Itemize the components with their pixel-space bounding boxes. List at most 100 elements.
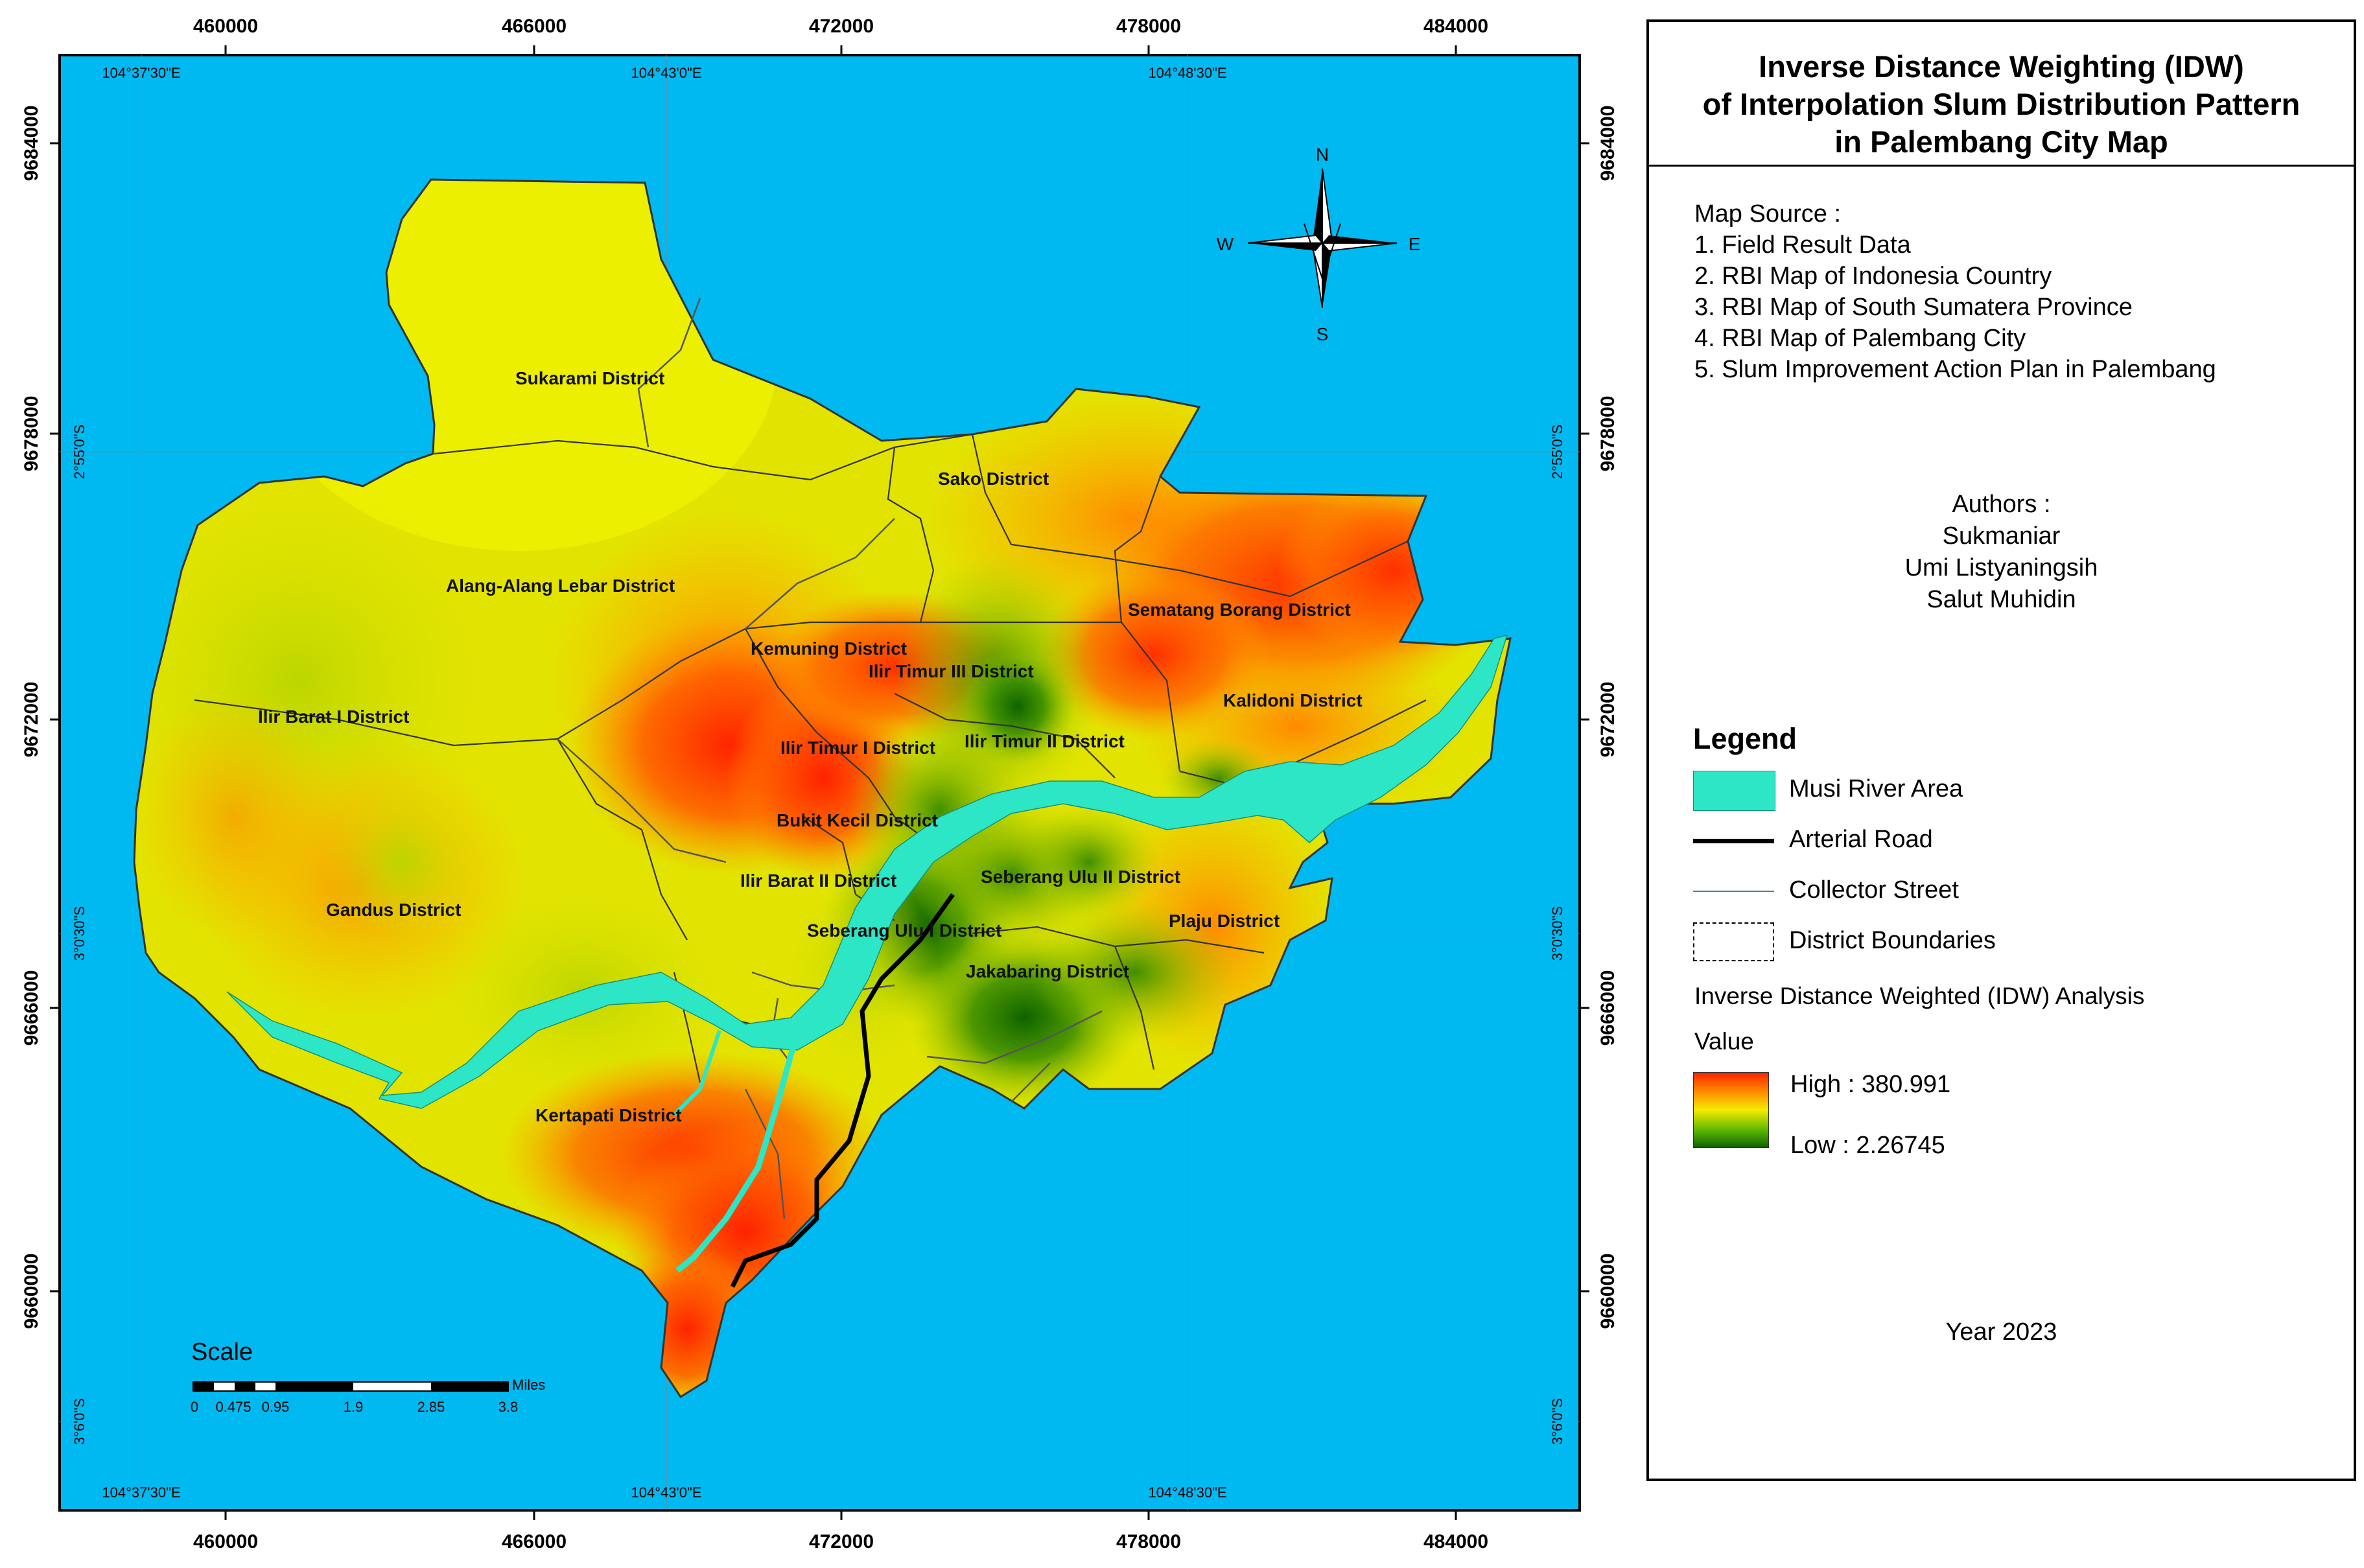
top-coord: 484000 [1423, 16, 1488, 37]
source-item: 3. RBI Map of South Sumatera Province [1694, 294, 2133, 321]
bottom-coord: 460000 [193, 1531, 258, 1552]
top-coord: 472000 [809, 16, 874, 37]
right-coord: 9660000 [1597, 1254, 1619, 1329]
district-boundary-box-icon [1693, 922, 1774, 961]
district-label: Gandus District [326, 900, 461, 920]
right-coord: 9666000 [1597, 970, 1619, 1046]
compass-n: N [1316, 145, 1329, 165]
scale-bar [193, 1381, 509, 1392]
inner-lon-label: 104°43'0"E [631, 1484, 702, 1501]
scale-tick: 1.9 [344, 1399, 364, 1415]
river-branch-2 [672, 1030, 721, 1117]
legend-title: Legend [1693, 722, 1797, 755]
collector-streets [557, 298, 1103, 1219]
scale-tick: 3.8 [498, 1399, 519, 1415]
inner-lon-label: 104°43'0"E [631, 65, 702, 81]
high-value-label: High : 380.991 [1790, 1071, 1951, 1098]
right-coord: 9678000 [1597, 396, 1619, 472]
low-value-label: Low : 2.26745 [1790, 1132, 1945, 1159]
inner-lon-label: 104°48'30"E [1148, 65, 1226, 81]
compass-s: S [1317, 324, 1329, 344]
author-name: Salut Muhidin [1926, 586, 2076, 613]
inner-lat-label: 3°6'0"S [1549, 1398, 1565, 1445]
info-panel: Inverse Distance Weighting (IDW) of Inte… [1646, 19, 2356, 1481]
top-coord: 466000 [502, 16, 567, 37]
district-label: Ilir Barat I District [258, 707, 409, 727]
top-coord: 478000 [1116, 16, 1181, 37]
legend-label: Arterial Road [1789, 826, 1933, 853]
river-swatch-icon [1693, 771, 1775, 811]
district-label: Sematang Borang District [1128, 600, 1351, 620]
scale-tick: 0 [191, 1399, 198, 1415]
district-label: Bukit Kecil District [777, 810, 938, 830]
idw-analysis-title: Inverse Distance Weighted (IDW) Analysis [1694, 983, 2145, 1009]
river-branch [675, 1042, 797, 1273]
district-label: Ilir Timur II District [965, 731, 1125, 751]
author-name: Umi Listyaningsih [1904, 554, 2098, 581]
top-coord: 460000 [193, 16, 258, 37]
scale-tick: 0.475 [215, 1399, 251, 1415]
map-year: Year 2023 [1945, 1318, 2057, 1346]
right-coord: 9684000 [1597, 106, 1619, 181]
district-label: Sako District [938, 469, 1049, 489]
compass-w: W [1217, 234, 1234, 254]
left-coord: 9684000 [21, 106, 42, 181]
title-line: in Palembang City Map [1834, 124, 2168, 159]
inner-lat-label: 2°55'0"S [1549, 425, 1565, 479]
bottom-coord: 478000 [1116, 1531, 1181, 1552]
legend-label: District Boundaries [1789, 927, 1996, 954]
right-coord: 9672000 [1597, 682, 1619, 758]
district-label: Seberang Ulu II District [981, 867, 1180, 887]
bottom-coord: 472000 [809, 1531, 874, 1552]
idw-color-ramp [1693, 1072, 1769, 1148]
title-divider [1649, 165, 2354, 167]
authors-block: Authors : Sukmaniar Umi Listyaningsih Sa… [1649, 489, 2354, 616]
musi-river [226, 634, 1508, 1109]
inner-lon-label: 104°48'30"E [1148, 1484, 1226, 1501]
map-title: Inverse Distance Weighting (IDW) of Inte… [1649, 48, 2354, 161]
district-label: Kertapati District [535, 1105, 682, 1125]
inner-lat-label: 3°0'30"S [1549, 906, 1565, 961]
compass-rose-icon [1247, 168, 1398, 309]
sources-header: Map Source : [1694, 200, 1841, 228]
district-label: Ilir Timur I District [780, 738, 935, 758]
scale-tick: 0.95 [262, 1399, 290, 1415]
inner-lon-label: 104°37'30"E [102, 1484, 180, 1501]
map: 460000 466000 472000 478000 484000 46000… [21, 16, 1619, 1552]
district-label: Ilir Timur III District [869, 661, 1034, 681]
inner-lat-label: 3°0'30"S [71, 906, 88, 961]
inner-lon-label: 104°37'30"E [102, 65, 180, 81]
district-label: Jakabaring District [966, 961, 1129, 981]
collector-street-line-icon [1693, 872, 1774, 911]
legend-item-collector-street: Collector Street [1693, 869, 2341, 914]
title-line: Inverse Distance Weighting (IDW) [1759, 49, 2244, 84]
author-name: Sukmaniar [1942, 522, 2061, 550]
bottom-coord: 484000 [1423, 1531, 1488, 1552]
legend-label: Collector Street [1789, 876, 1959, 904]
arterial-road-line-icon [1693, 821, 1774, 860]
source-item: 2. RBI Map of Indonesia Country [1694, 263, 2052, 290]
source-item: 1. Field Result Data [1694, 231, 1911, 259]
inner-lat-label: 3°6'0"S [71, 1398, 88, 1445]
authors-header: Authors : [1952, 491, 2051, 518]
district-label: Plaju District [1169, 911, 1280, 931]
legend-label: Musi River Area [1789, 775, 1963, 802]
left-coord: 9660000 [21, 1254, 42, 1329]
scale-tick: 2.85 [417, 1399, 445, 1415]
source-item: 5. Slum Improvement Action Plan in Palem… [1694, 356, 2216, 383]
tick-marks [50, 45, 1589, 1520]
scale-unit: Miles [512, 1377, 545, 1393]
scale-title: Scale [191, 1339, 253, 1366]
map-sources: Map Source : 1. Field Result Data 2. RBI… [1694, 198, 2216, 385]
legend-item-river: Musi River Area [1693, 767, 2341, 813]
value-label: Value [1694, 1028, 1754, 1055]
left-coord: 9672000 [21, 682, 42, 758]
district-label: Kemuning District [751, 638, 907, 659]
compass-e: E [1409, 234, 1421, 254]
district-label: Ilir Barat II District [740, 871, 896, 891]
legend-item-arterial-road: Arterial Road [1693, 818, 2341, 863]
left-coord: 9678000 [21, 396, 42, 472]
district-label: Alang-Alang Lebar District [446, 576, 675, 596]
source-item: 4. RBI Map of Palembang City [1694, 325, 2026, 352]
bottom-coord: 466000 [502, 1531, 567, 1552]
